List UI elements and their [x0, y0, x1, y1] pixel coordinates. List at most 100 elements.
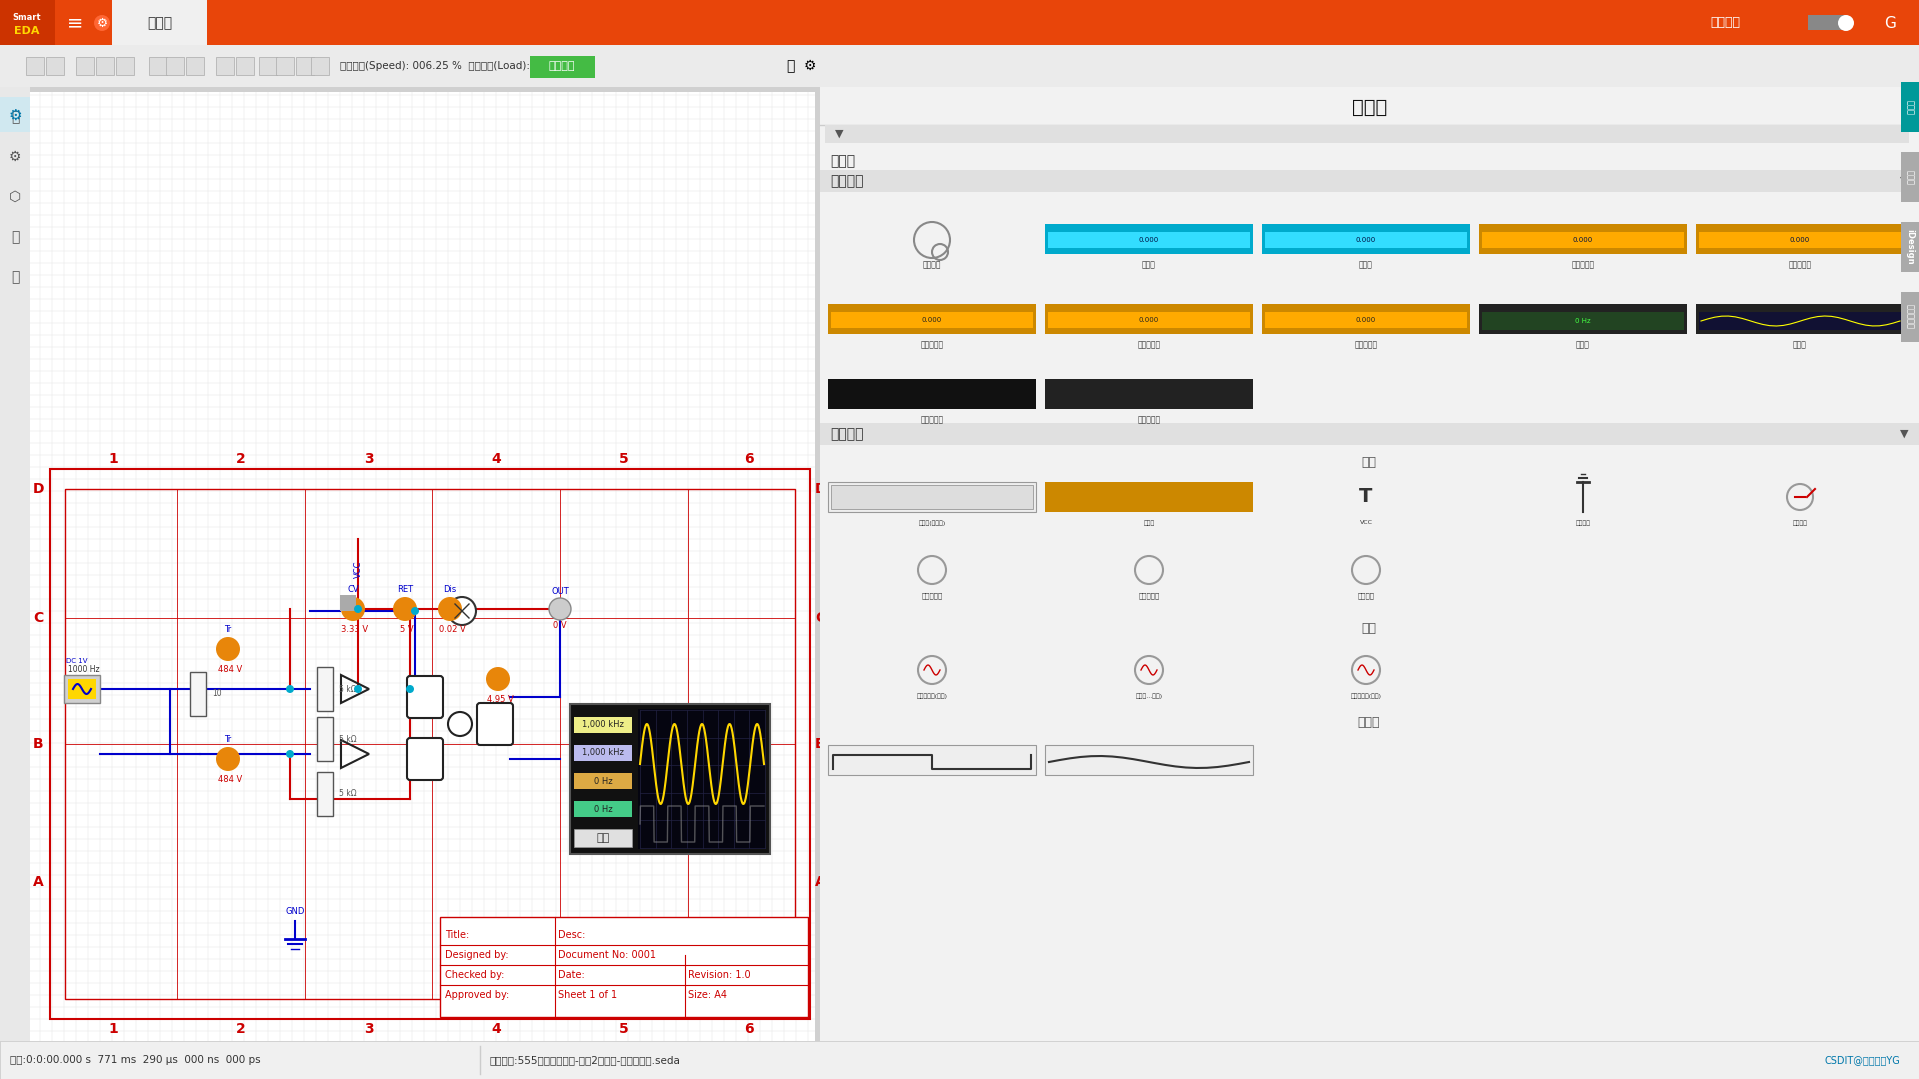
Circle shape [486, 667, 510, 691]
Text: 4.95 V: 4.95 V [487, 695, 514, 704]
Bar [0, 1041, 1919, 1079]
Text: 🗺: 🗺 [12, 230, 19, 244]
Text: 电压表: 电压表 [1142, 260, 1155, 270]
Text: ⚙: ⚙ [804, 59, 816, 73]
Bar [65, 489, 794, 999]
Bar [827, 482, 1036, 513]
Bar [0, 0, 1919, 45]
Bar [0, 87, 31, 1041]
Text: T: T [1359, 488, 1372, 506]
Text: 深色主题: 深色主题 [1710, 16, 1741, 29]
Text: B: B [33, 737, 44, 751]
Bar [574, 745, 631, 761]
Text: 0 Hz: 0 Hz [1575, 318, 1591, 324]
Text: A: A [816, 875, 825, 889]
Circle shape [353, 605, 363, 613]
Bar [574, 829, 631, 847]
Text: Sheet 1 of 1: Sheet 1 of 1 [558, 991, 618, 1000]
Bar [1046, 482, 1253, 513]
Text: 专业仪表: 专业仪表 [831, 174, 864, 188]
Text: 🔗: 🔗 [785, 59, 794, 73]
Bar [31, 92, 816, 1041]
Text: Size: A4: Size: A4 [689, 991, 727, 1000]
Text: 4: 4 [491, 452, 501, 466]
Text: 组件库: 组件库 [1906, 99, 1915, 114]
Text: 设计区: 设计区 [148, 16, 173, 30]
Text: 0.000: 0.000 [1790, 237, 1810, 243]
Text: 交流电压源(幅值): 交流电压源(幅值) [917, 693, 948, 699]
Text: 1,000 kHz: 1,000 kHz [581, 721, 624, 729]
Text: 迷你电压表: 迷你电压表 [1789, 260, 1812, 270]
Text: VCC: VCC [353, 560, 363, 577]
Circle shape [393, 597, 416, 622]
Bar [1696, 224, 1904, 254]
Bar [574, 773, 631, 789]
Circle shape [407, 685, 415, 693]
Text: 可调电流源: 可调电流源 [921, 592, 942, 599]
Text: 直流: 直流 [1361, 456, 1376, 469]
Text: B: B [816, 737, 825, 751]
Text: 10: 10 [211, 689, 221, 698]
Text: 可调电压源: 可调电压源 [1138, 592, 1159, 599]
Text: ▼: ▼ [835, 129, 844, 139]
Text: 5: 5 [620, 1022, 629, 1036]
Bar [1481, 232, 1685, 248]
Text: ⚙: ⚙ [96, 16, 107, 29]
Text: 时间:0:0:00.000 s  771 ms  290 μs  000 ns  000 ps: 时间:0:0:00.000 s 771 ms 290 μs 000 ns 000… [10, 1055, 261, 1065]
Bar [574, 801, 631, 817]
Text: iDesign: iDesign [1906, 229, 1915, 264]
Text: 0.000: 0.000 [1357, 317, 1376, 323]
Text: 展开: 展开 [597, 833, 610, 843]
Bar [1480, 304, 1687, 334]
Circle shape [447, 712, 472, 736]
Bar [150, 57, 167, 76]
Text: Desc:: Desc: [558, 930, 585, 940]
Bar [27, 57, 44, 76]
Bar [340, 595, 357, 611]
Bar [819, 423, 1919, 445]
Circle shape [447, 597, 476, 625]
Text: 压控源(带开关): 压控源(带开关) [919, 520, 946, 525]
Text: 直流电源: 直流电源 [1792, 520, 1808, 525]
Text: Smart: Smart [13, 13, 42, 22]
Text: 3: 3 [365, 1022, 374, 1036]
Circle shape [438, 597, 462, 622]
Text: CV: CV [347, 585, 359, 593]
Text: 0.000: 0.000 [1574, 237, 1593, 243]
Text: 直流电源: 直流电源 [1575, 520, 1591, 525]
Bar [827, 379, 1036, 409]
Text: Tr: Tr [225, 625, 232, 633]
Text: 信号电源: 信号电源 [831, 427, 864, 441]
Bar [1698, 312, 1902, 330]
Bar [50, 469, 810, 1019]
Bar [819, 87, 1919, 1041]
Bar [530, 56, 595, 78]
Bar [831, 484, 1032, 509]
Bar [317, 771, 334, 816]
Text: 当前项目:555单元内部电路-设计2及验证-施密特触发.seda: 当前项目:555单元内部电路-设计2及验证-施密特触发.seda [489, 1055, 681, 1065]
Text: G: G [1884, 15, 1896, 30]
Bar [1902, 292, 1919, 342]
Text: 交流电压表: 交流电压表 [1355, 341, 1378, 350]
Text: 3: 3 [365, 452, 374, 466]
Text: Checked by:: Checked by: [445, 970, 505, 980]
Text: 5: 5 [620, 452, 629, 466]
Text: 5 kΩ: 5 kΩ [340, 790, 357, 798]
FancyBboxPatch shape [478, 704, 512, 745]
Bar [1265, 312, 1466, 328]
Text: 4: 4 [491, 1022, 501, 1036]
Bar [827, 745, 1036, 775]
Text: Tr: Tr [225, 735, 232, 743]
Text: 运算效率(Speed): 006.25 %  计算负载(Load): 102 %: 运算效率(Speed): 006.25 % 计算负载(Load): 102 % [340, 62, 566, 71]
Bar [276, 57, 294, 76]
Text: 芯片库: 芯片库 [831, 154, 856, 168]
Text: 1,000 kHz: 1,000 kHz [581, 749, 624, 757]
Bar [296, 57, 315, 76]
Text: 频率计: 频率计 [1575, 341, 1591, 350]
Text: 0 Hz: 0 Hz [593, 777, 612, 786]
Text: 示波器: 示波器 [1792, 341, 1808, 350]
Text: GND: GND [286, 906, 305, 915]
Bar [825, 125, 1909, 144]
Text: ⚙: ⚙ [10, 150, 21, 164]
Circle shape [353, 685, 363, 693]
